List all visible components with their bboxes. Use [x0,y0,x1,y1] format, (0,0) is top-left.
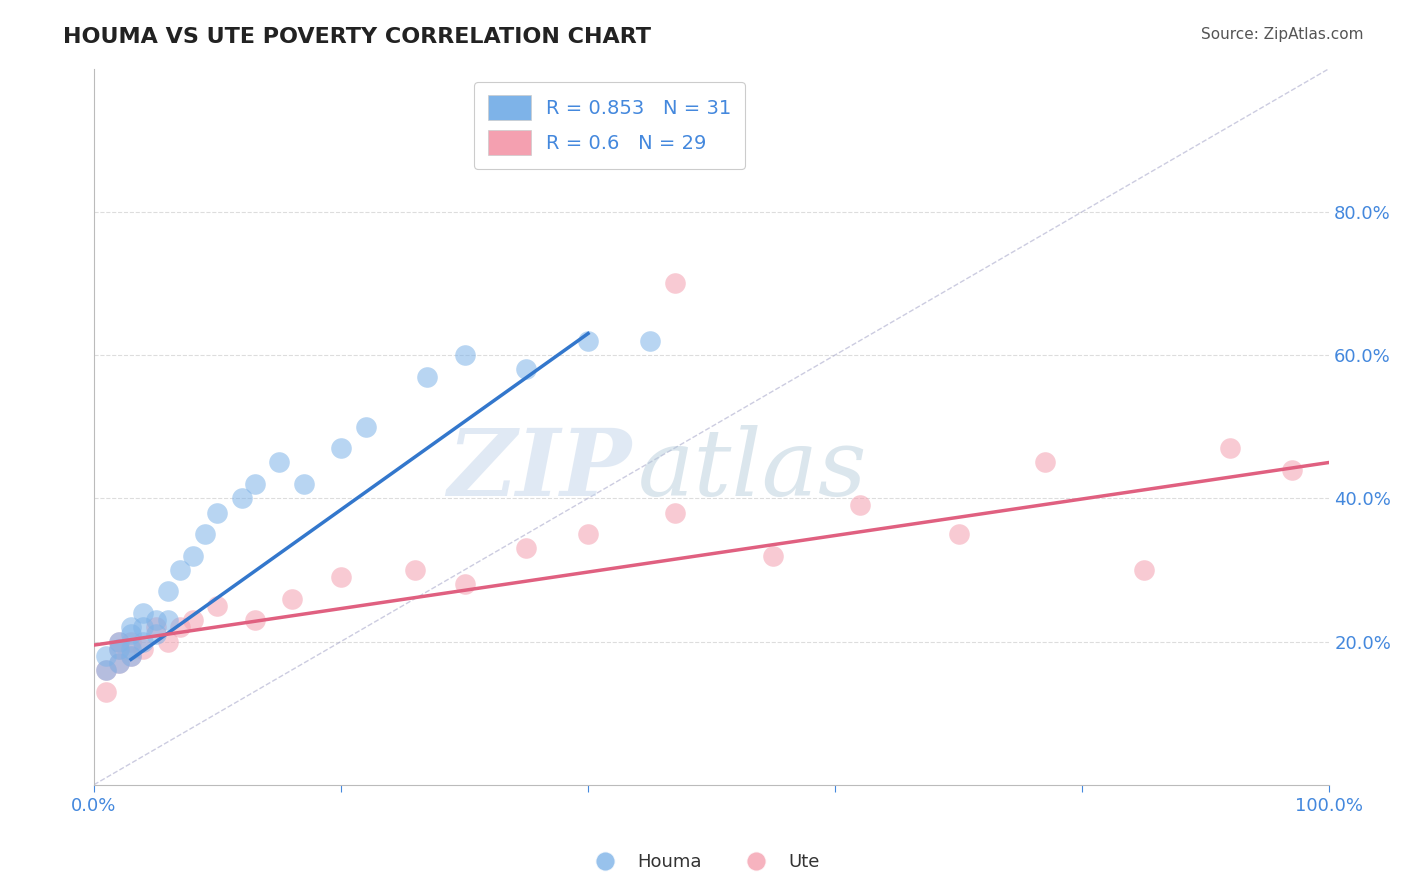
Point [194,527,217,541]
Point [416,369,439,384]
Point [120,634,142,648]
Point [664,277,686,291]
Point [181,613,204,627]
Point [157,613,180,627]
Point [107,656,129,670]
Point [207,506,229,520]
Point [330,570,353,584]
Point [453,577,475,591]
Point [1219,441,1241,455]
Point [515,362,537,376]
Point [638,334,661,348]
Legend: R = 0.853   N = 31, R = 0.6   N = 29: R = 0.853 N = 31, R = 0.6 N = 29 [474,82,745,169]
Point [107,641,129,656]
Point [453,348,475,362]
Point [96,684,118,698]
Point [96,663,118,677]
Point [120,627,142,641]
Point [404,563,426,577]
Point [849,499,872,513]
Point [948,527,970,541]
Point [576,334,599,348]
Point [120,641,142,656]
Point [145,620,167,634]
Point [292,477,315,491]
Point [169,563,191,577]
Point [132,606,155,620]
Point [132,641,155,656]
Point [132,620,155,634]
Point [107,641,129,656]
Point [1033,455,1056,469]
Point [107,656,129,670]
Text: Source: ZipAtlas.com: Source: ZipAtlas.com [1201,27,1364,42]
Point [664,506,686,520]
Point [120,648,142,663]
Point [1133,563,1156,577]
Point [231,491,253,506]
Point [132,634,155,648]
Point [107,634,129,648]
Point [280,591,302,606]
Text: HOUMA VS UTE POVERTY CORRELATION CHART: HOUMA VS UTE POVERTY CORRELATION CHART [63,27,651,46]
Point [330,441,353,455]
Text: ZIP: ZIP [447,425,631,515]
Text: atlas: atlas [637,425,868,515]
Point [207,599,229,613]
Point [576,527,599,541]
Point [354,419,377,434]
Point [762,549,785,563]
Point [169,620,191,634]
Point [107,634,129,648]
Point [243,613,266,627]
Point [120,620,142,634]
Point [96,663,118,677]
Point [1281,462,1303,476]
Point [157,634,180,648]
Point [515,541,537,556]
Point [157,584,180,599]
Point [269,455,291,469]
Point [145,627,167,641]
Point [120,648,142,663]
Legend: Houma, Ute: Houma, Ute [579,847,827,879]
Point [96,648,118,663]
Point [181,549,204,563]
Point [145,613,167,627]
Point [243,477,266,491]
